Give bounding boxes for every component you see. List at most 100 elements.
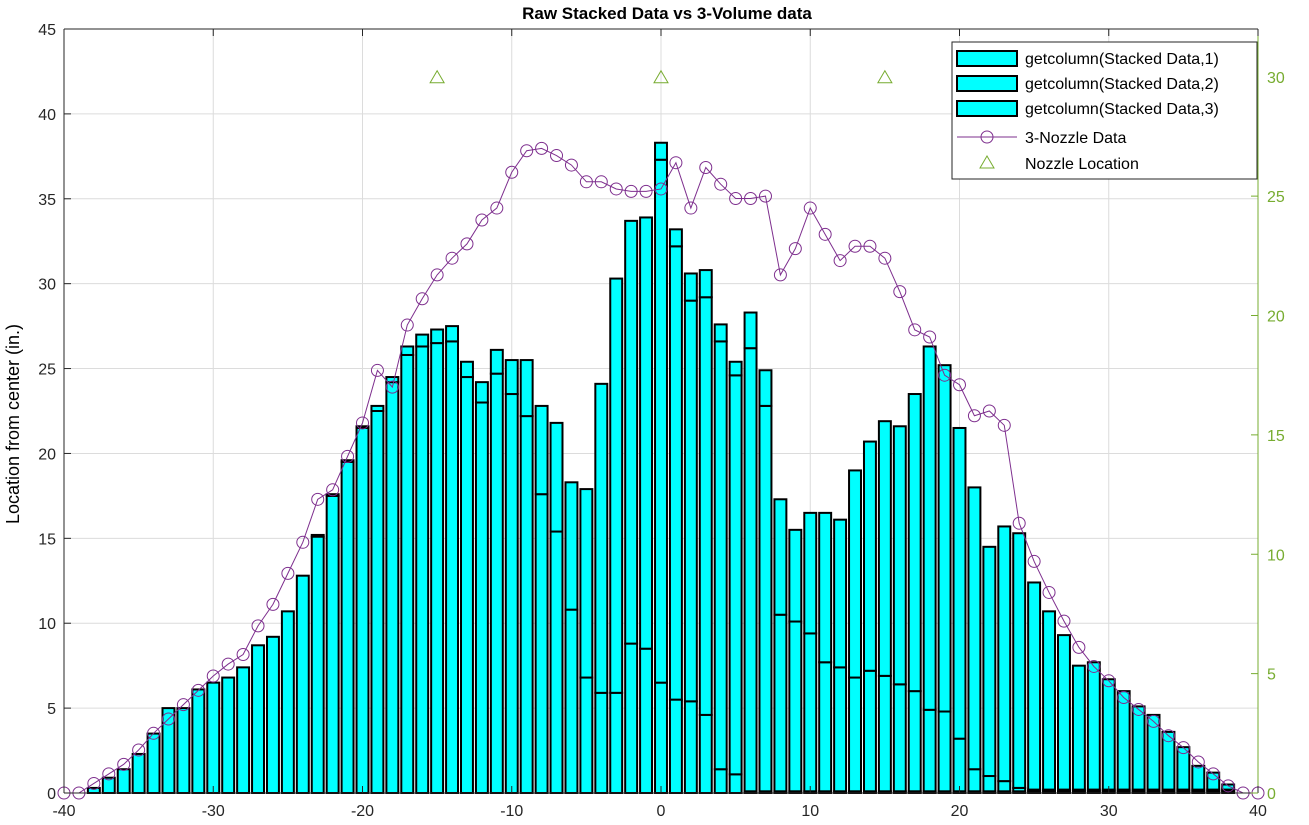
line-point xyxy=(609,182,623,196)
bar-series-3 xyxy=(743,311,758,350)
bar-series-2 xyxy=(922,708,937,793)
bar-series-3 xyxy=(997,525,1012,783)
bar-series-3 xyxy=(907,393,922,693)
line-point xyxy=(176,698,190,712)
bar-series-2 xyxy=(833,666,848,793)
line-point xyxy=(550,149,564,163)
line-point xyxy=(1221,779,1235,793)
line-point xyxy=(669,156,683,170)
y-tick-label: 5 xyxy=(47,701,56,718)
y-tick-label: 45 xyxy=(38,22,56,39)
bar-series-3 xyxy=(1071,664,1086,791)
bar-series-1 xyxy=(191,688,206,794)
bar-series-3 xyxy=(862,440,877,672)
bar-series-1 xyxy=(236,666,251,794)
bar-series-1 xyxy=(280,610,295,795)
bar-series-1 xyxy=(624,642,639,794)
line-point xyxy=(326,483,340,497)
legend-label-line: 3-Nozzle Data xyxy=(1025,130,1126,147)
bar-series-3 xyxy=(892,425,907,686)
bar-series-1 xyxy=(340,460,355,794)
line-point xyxy=(460,237,474,251)
y2-tick-label: 10 xyxy=(1267,547,1285,564)
line-point xyxy=(758,189,772,203)
line-point xyxy=(1087,659,1101,673)
bar-series-1 xyxy=(683,700,698,795)
bar-series-2 xyxy=(997,780,1012,793)
line-point xyxy=(967,409,981,423)
bar-series-2 xyxy=(549,421,564,533)
line-point xyxy=(579,175,593,189)
x-tick-label: 40 xyxy=(1249,803,1267,820)
bar-series-2 xyxy=(639,216,654,650)
line-point xyxy=(848,239,862,253)
bar-series-1 xyxy=(221,676,236,794)
bar-series-1 xyxy=(415,345,430,794)
bar-series-2 xyxy=(579,488,594,679)
bar-series-3 xyxy=(937,364,952,713)
line-point xyxy=(475,213,489,227)
line-point xyxy=(535,141,549,155)
bar-series-1 xyxy=(400,353,415,794)
line-point xyxy=(400,318,414,332)
line-point xyxy=(236,648,250,662)
bar-series-2 xyxy=(937,710,952,793)
bar-series-1 xyxy=(698,713,713,795)
line-point xyxy=(415,292,429,306)
line-point xyxy=(102,767,116,781)
bar-series-1 xyxy=(176,707,191,794)
bar-series-1 xyxy=(251,644,265,794)
line-point xyxy=(505,165,519,179)
line-point xyxy=(1042,585,1056,599)
line-point xyxy=(490,201,504,215)
bar-series-3 xyxy=(654,141,668,161)
y-tick-label: 0 xyxy=(47,786,56,803)
y2-tick-label: 20 xyxy=(1267,309,1285,326)
y-tick-label: 20 xyxy=(38,446,56,463)
bar-series-2 xyxy=(355,425,370,429)
axes xyxy=(63,28,1259,794)
line-point xyxy=(1012,516,1026,530)
y-tick-label: 35 xyxy=(38,192,56,209)
x-tick-label: 0 xyxy=(657,803,666,820)
bar-series-2 xyxy=(818,661,833,793)
bar-series-2 xyxy=(609,277,624,694)
line-point xyxy=(953,378,966,392)
bar-series-3 xyxy=(1027,581,1042,791)
line-point xyxy=(281,566,295,580)
line-point xyxy=(729,192,743,206)
bar-series-2 xyxy=(803,632,818,793)
bar-series-2 xyxy=(385,376,400,384)
x-tick-label: -40 xyxy=(52,803,75,820)
bar-series-2 xyxy=(370,404,385,413)
line-point xyxy=(803,201,817,215)
bar-series-2 xyxy=(654,158,668,684)
bar-series-2 xyxy=(624,219,639,645)
bar-series-3 xyxy=(1101,678,1116,791)
line-point xyxy=(863,239,877,253)
bar-series-2 xyxy=(668,245,683,701)
line-point xyxy=(1206,767,1220,781)
line-3-nozzle-data xyxy=(64,147,1258,794)
y-tick-label: 40 xyxy=(38,107,56,124)
line-point xyxy=(356,416,369,430)
y-tick-label: 30 xyxy=(38,277,56,294)
bar-series-1 xyxy=(310,535,325,794)
line-point xyxy=(654,182,668,196)
y-tick-label: 10 xyxy=(38,616,56,633)
y-tick-label: 15 xyxy=(38,531,56,548)
legend: getcolumn(Stacked Data,1) getcolumn(Stac… xyxy=(951,41,1258,180)
bar-series-3 xyxy=(1086,661,1101,791)
bar-series-1 xyxy=(639,647,654,794)
bar-series-3 xyxy=(1131,705,1146,791)
bar-series-1 xyxy=(370,410,385,794)
bar-series-1 xyxy=(460,376,474,794)
bar-series-3 xyxy=(1057,634,1071,791)
line-point xyxy=(251,619,265,633)
line-point xyxy=(266,597,280,611)
bar-series-1 xyxy=(564,608,579,795)
bar-series-2 xyxy=(683,299,698,703)
line-point xyxy=(714,177,728,191)
bar-series-1 xyxy=(713,768,728,794)
